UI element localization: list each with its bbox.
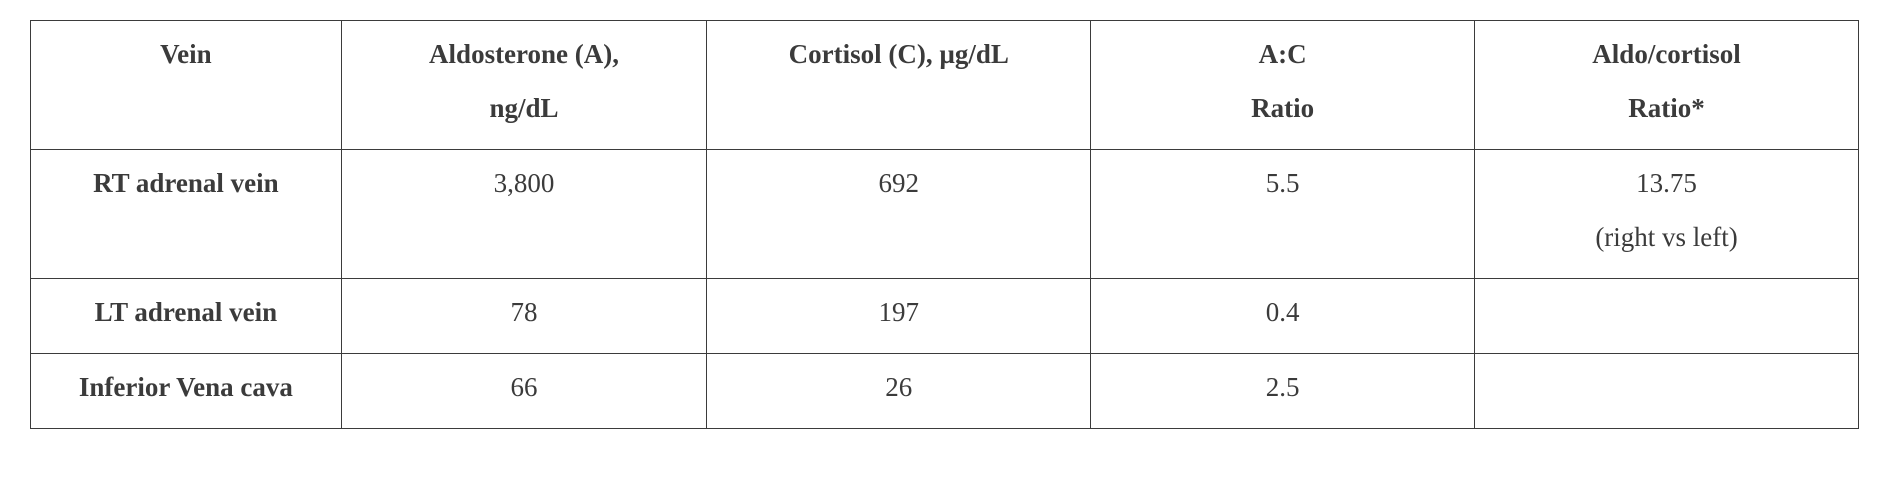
col-header-text: Aldo/cortisol — [1485, 27, 1848, 81]
cell-ac-ratio: 2.5 — [1091, 354, 1475, 429]
col-header-text: Aldosterone (A), — [352, 27, 697, 81]
cell-cortisol: 197 — [707, 279, 1091, 354]
col-header-text: ng/dL — [352, 81, 697, 135]
cell-note: (right vs left) — [1485, 210, 1848, 264]
table-header-row: Vein Aldosterone (A), ng/dL Cortisol (C)… — [31, 21, 1859, 150]
cell-aldo-cort-ratio — [1475, 279, 1859, 354]
col-header-cortisol: Cortisol (C), µg/dL — [707, 21, 1091, 150]
col-header-text: Cortisol (C), µg/dL — [717, 27, 1080, 81]
col-header-text: Ratio — [1101, 81, 1464, 135]
col-header-aldo-cort-ratio: Aldo/cortisol Ratio* — [1475, 21, 1859, 150]
col-header-ac-ratio: A:C Ratio — [1091, 21, 1475, 150]
cell-ac-ratio: 5.5 — [1091, 150, 1475, 279]
col-header-text: Ratio* — [1485, 81, 1848, 135]
cell-aldosterone: 66 — [341, 354, 707, 429]
cell-vein: RT adrenal vein — [31, 150, 342, 279]
cell-cortisol: 26 — [707, 354, 1091, 429]
col-header-aldosterone: Aldosterone (A), ng/dL — [341, 21, 707, 150]
avs-results-table: Vein Aldosterone (A), ng/dL Cortisol (C)… — [30, 20, 1859, 429]
cell-ac-ratio: 0.4 — [1091, 279, 1475, 354]
cell-vein: LT adrenal vein — [31, 279, 342, 354]
col-header-vein: Vein — [31, 21, 342, 150]
cell-aldo-cort-ratio: 13.75 (right vs left) — [1475, 150, 1859, 279]
col-header-text: Vein — [41, 27, 331, 81]
cell-value: 13.75 — [1636, 168, 1697, 198]
table-row: LT adrenal vein 78 197 0.4 — [31, 279, 1859, 354]
cell-aldo-cort-ratio — [1475, 354, 1859, 429]
cell-cortisol: 692 — [707, 150, 1091, 279]
table-row: RT adrenal vein 3,800 692 5.5 13.75 (rig… — [31, 150, 1859, 279]
cell-aldosterone: 78 — [341, 279, 707, 354]
cell-vein: Inferior Vena cava — [31, 354, 342, 429]
cell-aldosterone: 3,800 — [341, 150, 707, 279]
col-header-text: A:C — [1101, 27, 1464, 81]
table-row: Inferior Vena cava 66 26 2.5 — [31, 354, 1859, 429]
